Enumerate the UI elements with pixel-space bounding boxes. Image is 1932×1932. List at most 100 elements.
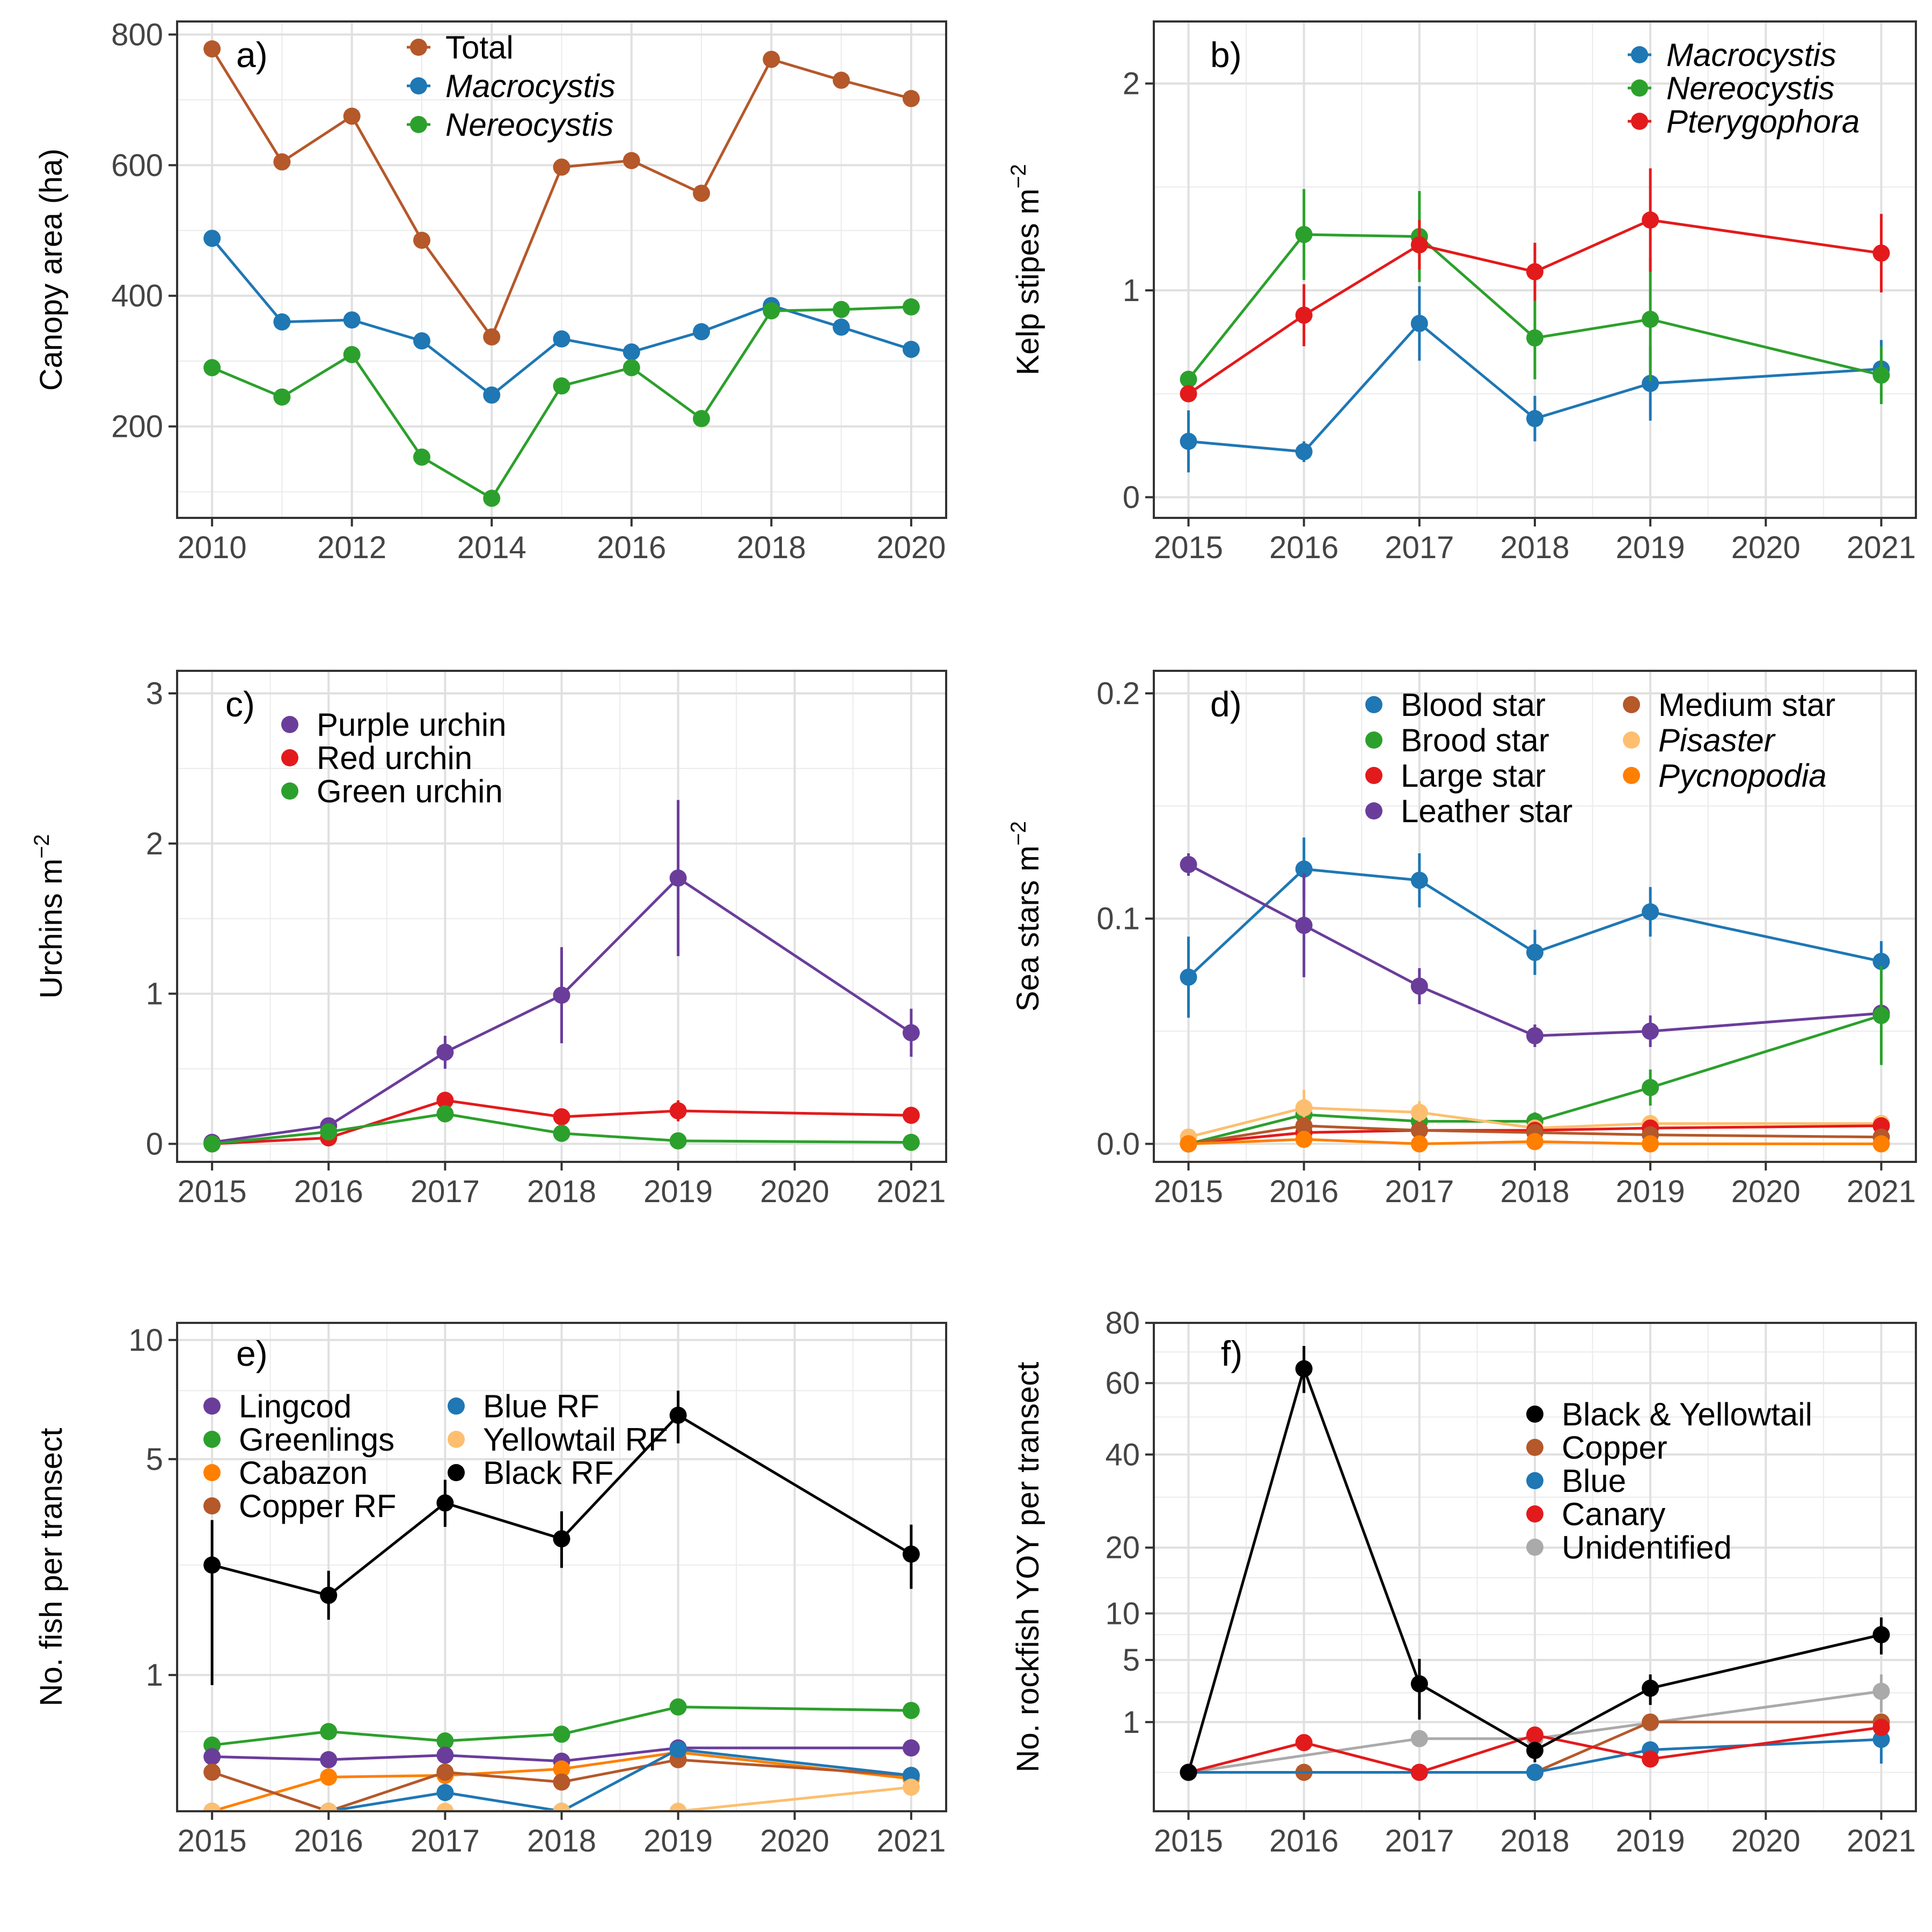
data-point bbox=[343, 311, 361, 329]
data-point bbox=[1872, 1718, 1890, 1736]
y-tick-label: 600 bbox=[111, 148, 163, 183]
data-point bbox=[902, 1545, 920, 1563]
data-point bbox=[553, 1108, 570, 1126]
data-point bbox=[763, 302, 780, 320]
legend-label: Large star bbox=[1401, 758, 1546, 794]
y-axis-label: Canopy area (ha) bbox=[34, 149, 69, 391]
legend-key-nereocystis bbox=[1631, 79, 1648, 97]
x-tick-label: 2018 bbox=[527, 1824, 596, 1858]
data-point bbox=[1642, 1750, 1659, 1768]
x-tick-label: 2020 bbox=[1731, 1824, 1801, 1858]
data-point bbox=[553, 986, 570, 1004]
data-point bbox=[623, 343, 640, 361]
legend-label: Total bbox=[445, 30, 514, 65]
legend-label: Lingcod bbox=[239, 1388, 352, 1424]
data-point bbox=[203, 1763, 221, 1781]
data-point bbox=[1526, 263, 1543, 281]
data-point bbox=[902, 1767, 920, 1784]
data-point bbox=[669, 1102, 687, 1119]
legend-key-black-yellowtail bbox=[1526, 1406, 1543, 1423]
legend-key-pycnopodia bbox=[1623, 767, 1640, 784]
x-tick-label: 2018 bbox=[527, 1174, 596, 1209]
x-tick-label: 2016 bbox=[294, 1174, 363, 1209]
panel-d: 2015 2016 2017 2018 2019 2020 2021 0.0 0.1 0.2 Sea… bbox=[1007, 670, 1917, 1209]
plot-area bbox=[203, 40, 920, 507]
data-point bbox=[669, 1803, 687, 1811]
x-tick-label: 2018 bbox=[1500, 1824, 1569, 1858]
x-tick-label: 2012 bbox=[317, 530, 386, 565]
data-point bbox=[1295, 306, 1313, 324]
data-point bbox=[436, 1784, 454, 1802]
legend-key-large-star bbox=[1365, 767, 1382, 784]
series-line-leather-star bbox=[1188, 863, 1882, 1037]
y-axis-label-text: Urchins m bbox=[34, 859, 69, 999]
legend-key-canary bbox=[1526, 1505, 1543, 1523]
panel-label: e) bbox=[236, 1334, 268, 1373]
y-tick-label: 1 bbox=[146, 1658, 163, 1693]
data-point bbox=[413, 231, 430, 249]
legend-key-purple-urchin bbox=[281, 716, 298, 733]
legend-key-blood-star bbox=[1365, 696, 1382, 713]
legend-label: Purple urchin bbox=[317, 707, 507, 743]
x-tick-label: 2015 bbox=[178, 1174, 247, 1209]
data-point bbox=[1642, 375, 1659, 392]
legend-label: Macrocystis bbox=[1666, 37, 1836, 73]
y-axis-label-superscript: −2 bbox=[30, 834, 54, 859]
data-point bbox=[320, 1751, 338, 1768]
series-line-purple-urchin bbox=[211, 876, 912, 1144]
x-axis: 2010 2012 2014 2016 2018 2020 bbox=[178, 518, 946, 565]
x-tick-label: 2016 bbox=[294, 1824, 363, 1858]
y-axis-label-text: Sea stars m bbox=[1011, 846, 1045, 1012]
x-tick-label: 2021 bbox=[1847, 530, 1916, 565]
y-axis-label-text: No. rockfish YOY per transect bbox=[1011, 1362, 1045, 1772]
y-tick-label: 2 bbox=[1123, 67, 1140, 101]
panel-a: 2010 2012 2014 2016 2018 2020 200 400 600 800 Cano… bbox=[34, 17, 947, 565]
y-axis-label: No. fish per transect bbox=[34, 1428, 69, 1707]
legend-key-yellowtail-rf bbox=[448, 1431, 465, 1448]
plot-area bbox=[1180, 837, 1890, 1153]
series-pycnopodia bbox=[1180, 1131, 1890, 1153]
data-point bbox=[203, 40, 221, 58]
data-point bbox=[1526, 1741, 1543, 1759]
series-line-greenlings bbox=[211, 1706, 911, 1747]
data-point bbox=[1526, 1763, 1543, 1781]
x-tick-label: 2019 bbox=[643, 1824, 713, 1858]
legend: Black & YellowtailCopperBlueCanaryUniden… bbox=[1526, 1396, 1812, 1565]
data-point bbox=[1410, 977, 1428, 995]
x-tick-label: 2020 bbox=[760, 1174, 829, 1209]
legend-label: Leather star bbox=[1401, 793, 1572, 829]
x-tick-label: 2020 bbox=[1731, 530, 1801, 565]
x-tick-label: 2021 bbox=[1847, 1824, 1916, 1858]
series-line-pycnopodia bbox=[1188, 1138, 1882, 1145]
legend-key-greenlings bbox=[203, 1431, 221, 1448]
panel-label: a) bbox=[236, 35, 268, 75]
panel-b: 2015 2016 2017 2018 2019 2020 2021 0 1 2 Kelp stip… bbox=[1007, 20, 1917, 565]
data-point bbox=[902, 1779, 920, 1796]
data-point bbox=[902, 1702, 920, 1719]
x-tick-label: 2018 bbox=[737, 530, 806, 565]
x-tick-label: 2020 bbox=[876, 530, 946, 565]
y-axis-label: Sea stars m−2 bbox=[1007, 821, 1045, 1012]
series-line-green-urchin bbox=[211, 1113, 911, 1145]
data-point bbox=[1180, 855, 1197, 873]
data-point bbox=[832, 301, 850, 318]
series-line-pterygophora bbox=[1188, 218, 1882, 395]
legend-label: Nereocystis bbox=[1666, 70, 1834, 106]
data-point bbox=[1526, 943, 1543, 961]
data-point bbox=[1180, 385, 1197, 402]
data-point bbox=[553, 1725, 570, 1743]
data-point bbox=[413, 448, 430, 466]
series-line-red-urchin bbox=[211, 1099, 911, 1145]
data-point bbox=[1410, 1675, 1428, 1693]
y-tick-label: 0 bbox=[1123, 480, 1140, 515]
data-point bbox=[553, 1803, 570, 1811]
data-point bbox=[1642, 211, 1659, 229]
series-black-yellowtail bbox=[1180, 1345, 1890, 1781]
data-point bbox=[1295, 443, 1313, 460]
data-point bbox=[273, 153, 291, 171]
data-point bbox=[1642, 1079, 1659, 1096]
x-tick-label: 2017 bbox=[411, 1174, 480, 1209]
